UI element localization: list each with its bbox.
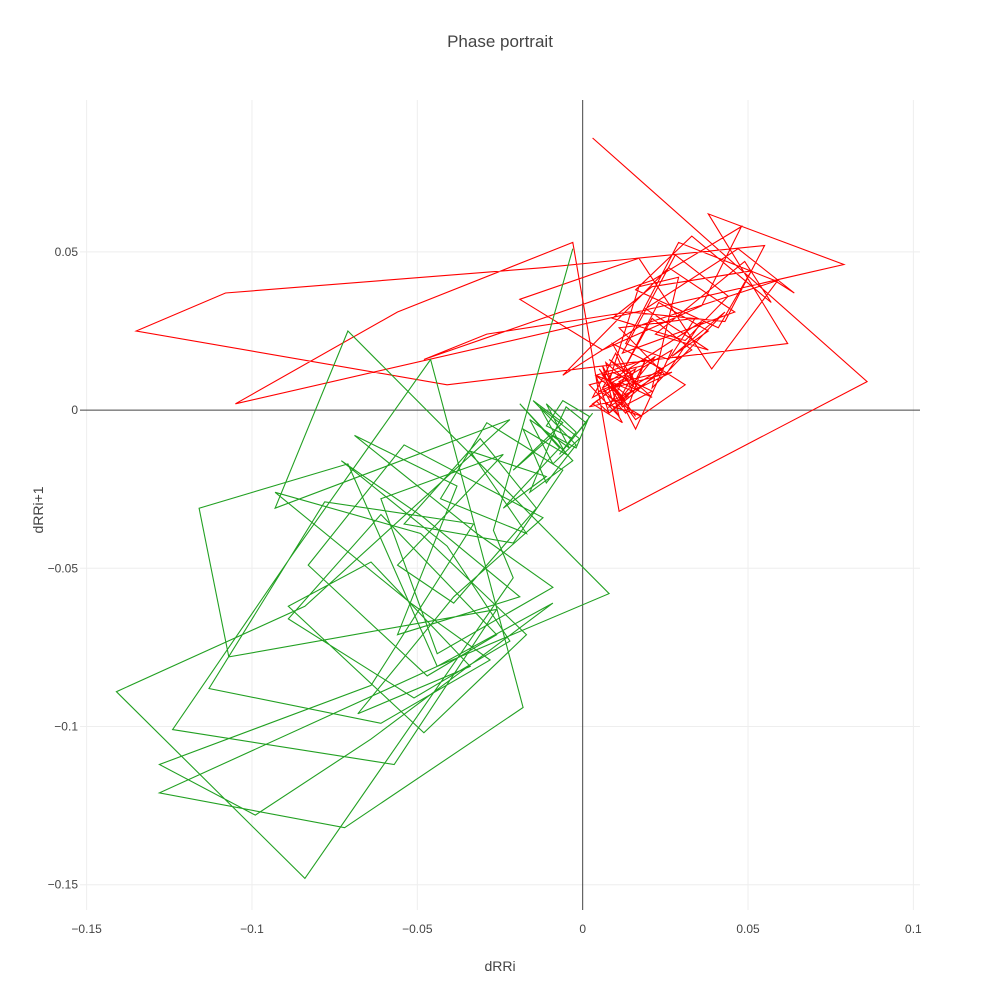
chart-title: Phase portrait	[447, 32, 553, 51]
y-axis-title: dRRi+1	[30, 486, 46, 534]
x-tick-label: 0.1	[905, 922, 922, 936]
y-tick-label: 0.05	[55, 245, 79, 259]
tick-labels: −0.15 −0.1 −0.05 0 0.05 0.1 −0.15 −0.1 −0.05 0 0.0…	[48, 245, 922, 936]
x-tick-label: −0.15	[71, 922, 102, 936]
zero-lines	[80, 100, 920, 910]
x-tick-label: 0	[579, 922, 586, 936]
x-tick-label: 0.05	[736, 922, 760, 936]
grid-lines	[80, 100, 920, 910]
series-line-2	[115, 248, 611, 880]
y-tick-label: −0.05	[48, 561, 79, 575]
x-axis-title: dRRi	[484, 958, 516, 974]
y-tick-label: −0.1	[54, 719, 78, 733]
series-group	[115, 137, 869, 880]
y-tick-label: 0	[71, 403, 78, 417]
series-line-1	[134, 137, 869, 513]
x-tick-label: −0.05	[402, 922, 433, 936]
y-tick-label: −0.15	[48, 878, 79, 892]
x-tick-label: −0.1	[240, 922, 264, 936]
